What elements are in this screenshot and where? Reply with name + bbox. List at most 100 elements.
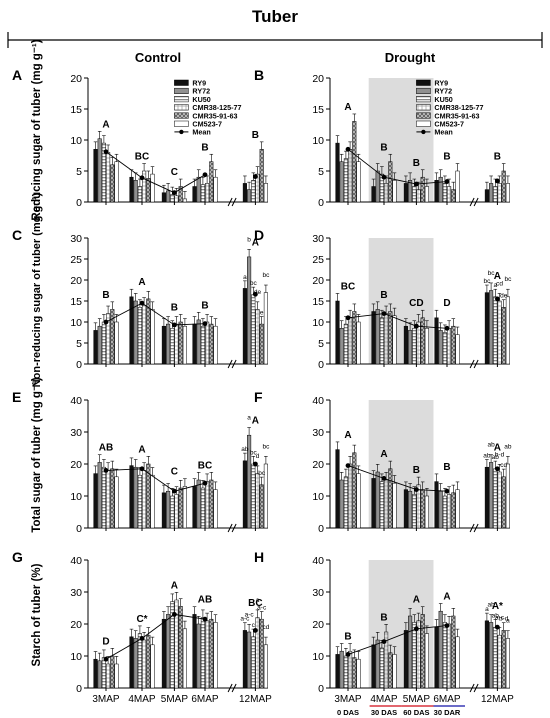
legend-mean-marker xyxy=(179,129,184,135)
genotype-letter: c xyxy=(252,622,256,629)
bar-CM523-7 xyxy=(424,633,429,689)
bar-CMR38-125-77 xyxy=(416,189,421,203)
mean-point xyxy=(172,488,177,494)
bar-CMR38-125-77 xyxy=(384,313,389,365)
bar-RY9 xyxy=(434,626,439,689)
bar-CMR38-125-77 xyxy=(106,152,111,203)
bar-CMR35-91-63 xyxy=(501,630,506,689)
bar-CMR35-91-63 xyxy=(451,492,456,529)
mean-point xyxy=(103,149,109,155)
drought-period-label: 0 DAS xyxy=(337,708,359,717)
y-tick-label: 5 xyxy=(76,338,82,350)
bar-CM523-7 xyxy=(182,486,187,529)
bar-RY9 xyxy=(242,183,247,203)
y-tick-label: 20 xyxy=(70,619,82,631)
significance-letter: CD xyxy=(409,298,423,309)
panel-B: 0 5 10 15 20 B A B B B B xyxy=(254,67,510,209)
bar-CMR38-125-77 xyxy=(205,620,210,689)
genotype-letter: cd xyxy=(496,280,503,287)
bar-CMR35-91-63 xyxy=(420,176,425,203)
bar-RY72 xyxy=(489,622,494,689)
bar-RY72 xyxy=(166,614,171,689)
bar-CMR35-91-63 xyxy=(451,189,456,203)
bar-CMR35-91-63 xyxy=(352,311,357,365)
bar-CMR35-91-63 xyxy=(420,614,425,689)
bar-RY9 xyxy=(335,654,340,689)
figure-title: Tuber xyxy=(252,7,298,26)
axis-break xyxy=(227,523,237,533)
bar-CMR35-91-63 xyxy=(352,121,357,203)
significance-letter: A xyxy=(413,595,420,606)
x-tick-label: 4MAP xyxy=(128,694,156,705)
bar-CMR35-91-63 xyxy=(420,489,425,529)
bar-RY72 xyxy=(97,660,102,689)
y-tick-label: 15 xyxy=(312,104,324,116)
legend-label: CMR35-91-63 xyxy=(192,111,237,120)
mean-point xyxy=(202,480,208,486)
bar-RY9 xyxy=(242,288,247,365)
bar-CM523-7 xyxy=(114,476,119,529)
axis-break xyxy=(227,359,237,369)
bar-CMR38-125-77 xyxy=(205,183,210,203)
bar-KU50 xyxy=(251,180,256,203)
significance-letter: B xyxy=(443,152,450,163)
bar-CMR38-125-77 xyxy=(384,479,389,529)
bar-CMR38-125-77 xyxy=(106,663,111,689)
significance-letter: B xyxy=(380,290,387,301)
bar-RY9 xyxy=(484,620,489,689)
bar-CMR35-91-63 xyxy=(209,618,214,689)
bar-CM523-7 xyxy=(505,296,510,365)
y-tick-label: 25 xyxy=(70,254,82,266)
bar-RY72 xyxy=(339,161,344,203)
y-tick-label: 15 xyxy=(70,296,82,308)
bar-CM523-7 xyxy=(182,628,187,689)
bar-CM523-7 xyxy=(213,489,218,529)
row-ylabel-reducing: Reducing sugar of tuber (mg g⁻¹) xyxy=(31,39,43,220)
bar-RY72 xyxy=(166,190,171,203)
mean-point xyxy=(345,315,351,321)
y-tick-label: 10 xyxy=(70,491,82,503)
bar-CMR35-91-63 xyxy=(352,452,357,529)
legend-swatch xyxy=(174,104,189,111)
bar-CM523-7 xyxy=(182,198,187,203)
genotype-letter: ab xyxy=(487,602,495,609)
legend-swatch xyxy=(416,120,431,127)
col-header-control: Control xyxy=(135,50,181,65)
bar-KU50 xyxy=(101,466,106,529)
bar-KU50 xyxy=(343,323,348,365)
bar-KU50 xyxy=(251,294,256,365)
bar-CMR35-91-63 xyxy=(146,634,151,689)
y-tick-label: 40 xyxy=(312,555,324,567)
mean-point xyxy=(202,172,208,178)
genotype-letter: ab xyxy=(504,443,512,450)
bar-KU50 xyxy=(101,321,106,365)
legend-swatch xyxy=(416,112,431,119)
y-tick-label: 0 xyxy=(318,197,324,209)
bar-KU50 xyxy=(343,655,348,689)
mean-point xyxy=(381,174,387,180)
significance-letter: A xyxy=(102,119,109,130)
genotype-letter: a xyxy=(256,597,260,604)
bar-KU50 xyxy=(442,622,447,689)
bar-KU50 xyxy=(251,463,256,529)
mean-line xyxy=(347,313,448,329)
x-tick-label: 3MAP xyxy=(334,694,362,705)
bar-RY72 xyxy=(375,170,380,203)
bar-RY72 xyxy=(408,330,413,365)
y-tick-label: 15 xyxy=(312,296,324,308)
bar-CM523-7 xyxy=(263,183,268,203)
significance-letter: C xyxy=(171,467,178,478)
bar-CM523-7 xyxy=(114,663,119,689)
y-tick-label: 5 xyxy=(318,166,324,178)
bar-RY72 xyxy=(489,290,494,365)
bar-CMR35-91-63 xyxy=(501,307,506,365)
bar-CM523-7 xyxy=(263,292,268,365)
significance-letter: B xyxy=(380,612,387,623)
legend-swatch xyxy=(174,87,189,94)
genotype-letter: a xyxy=(247,415,251,422)
legend-mean-marker xyxy=(421,129,426,135)
significance-letter: A xyxy=(138,277,145,288)
panel-label: D xyxy=(254,227,264,243)
bar-RY72 xyxy=(133,638,138,689)
legend-label: CM523-7 xyxy=(192,120,222,129)
